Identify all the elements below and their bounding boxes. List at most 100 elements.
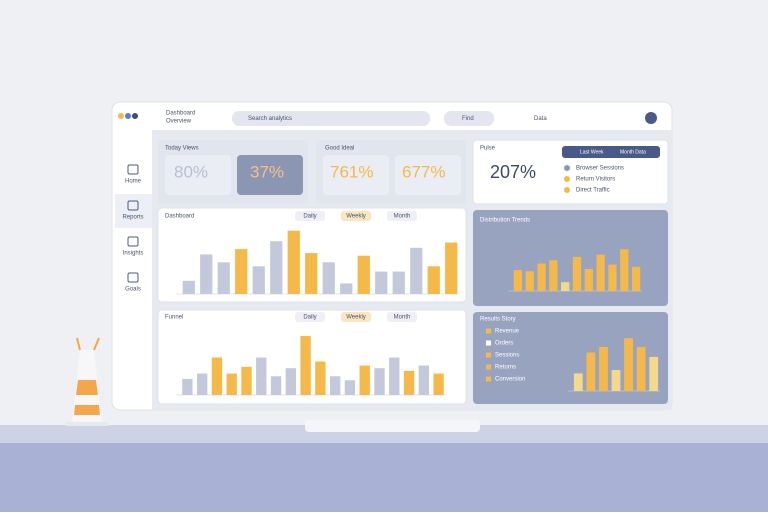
bar — [620, 249, 629, 291]
bar — [182, 280, 195, 294]
bar — [649, 356, 659, 391]
tab-label[interactable]: Daily — [303, 315, 316, 321]
chart-title: Funnel — [165, 315, 183, 321]
search-box[interactable] — [232, 111, 430, 126]
bar — [427, 266, 440, 294]
toggle-label[interactable]: Month Data — [620, 149, 646, 155]
nav-icon[interactable] — [127, 236, 139, 247]
bar — [375, 271, 388, 294]
bar — [561, 282, 570, 291]
bar — [631, 266, 641, 291]
kpi: 677% — [402, 162, 445, 181]
bar — [285, 368, 297, 395]
bar — [525, 271, 534, 291]
bar — [217, 262, 230, 294]
kpi-box — [323, 155, 389, 195]
floor — [0, 443, 768, 512]
legend-label: Direct Traffic — [576, 188, 610, 194]
bar — [513, 270, 523, 291]
sidebar-active — [115, 194, 152, 228]
bar — [256, 357, 267, 395]
card-title: Pulse — [480, 146, 496, 152]
tab[interactable] — [295, 312, 325, 322]
legend-swatch — [486, 364, 491, 370]
bar — [374, 368, 385, 395]
bar — [315, 361, 326, 395]
bar — [389, 357, 400, 395]
chart-panel — [473, 210, 668, 306]
kpi-box — [165, 155, 231, 195]
avatar[interactable] — [645, 112, 657, 124]
tab-label[interactable]: Month — [394, 214, 411, 220]
bar — [226, 373, 237, 395]
kpi: 761% — [330, 162, 373, 181]
legend-label: Conversion — [495, 377, 525, 383]
legend-dot — [564, 187, 570, 193]
tab-label[interactable]: Daily — [303, 214, 316, 220]
tab-label[interactable]: Weekly — [346, 214, 366, 220]
bar — [270, 376, 282, 395]
bar — [300, 336, 311, 395]
nav-label[interactable]: Insights — [123, 251, 144, 257]
card-title: Today Views — [165, 146, 199, 152]
bar — [573, 373, 583, 391]
bar — [418, 365, 430, 395]
toggle-label[interactable]: Last Week — [580, 149, 604, 155]
brand: Dashboard — [166, 111, 195, 117]
quick-button[interactable] — [444, 111, 494, 126]
legend-label: Return Visitors — [576, 177, 615, 183]
kpi: 80% — [174, 162, 208, 181]
monitor-stand — [305, 420, 480, 432]
toggle[interactable] — [562, 146, 660, 158]
legend-swatch — [486, 376, 491, 382]
cone — [66, 337, 108, 426]
bar — [211, 357, 223, 395]
bar — [252, 266, 265, 294]
nav-icon[interactable] — [127, 272, 139, 283]
tab-label[interactable]: Weekly — [346, 315, 366, 321]
bar — [340, 283, 353, 294]
legend-label: Orders — [495, 341, 513, 347]
kpi: 207% — [490, 162, 536, 182]
legend-label: Browser Sessions — [576, 166, 624, 172]
nav-label[interactable]: Goals — [125, 287, 141, 293]
bar — [359, 365, 370, 395]
tab[interactable] — [387, 211, 417, 221]
bar — [235, 249, 248, 294]
legend-label: Sessions — [495, 353, 519, 359]
tab[interactable] — [295, 211, 325, 221]
bar — [572, 256, 582, 291]
bar — [584, 269, 593, 291]
tab[interactable] — [387, 312, 417, 322]
user-menu[interactable]: Data — [534, 116, 547, 122]
chart-title: Distribution Trends — [480, 218, 530, 224]
bar — [549, 260, 558, 291]
nav-label[interactable]: Home — [125, 179, 142, 185]
legend-dot — [564, 176, 570, 182]
legend-swatch — [486, 352, 491, 358]
legend-dot — [564, 165, 570, 171]
chart-title: Results Story — [480, 317, 516, 323]
nav-icon[interactable] — [127, 164, 139, 175]
search-placeholder: Search analytics — [248, 116, 292, 122]
bar — [403, 370, 415, 395]
bar — [200, 254, 213, 294]
nav-icon[interactable] — [127, 200, 139, 211]
bar — [241, 366, 252, 395]
bar — [624, 338, 633, 391]
bar — [392, 271, 405, 294]
bar — [329, 376, 341, 395]
kpi-box — [237, 155, 303, 195]
card-title: Good Ideal — [325, 146, 354, 152]
bar — [608, 264, 617, 291]
bar — [270, 241, 283, 294]
legend-swatch — [486, 328, 491, 334]
legend-swatch — [486, 340, 491, 346]
bar — [586, 352, 596, 391]
tab[interactable] — [341, 312, 371, 322]
bar — [322, 262, 335, 294]
tab-label[interactable]: Month — [394, 315, 411, 321]
brand-subtitle: Overview — [166, 119, 192, 125]
tab[interactable] — [341, 211, 371, 221]
nav-label[interactable]: Reports — [122, 215, 143, 221]
